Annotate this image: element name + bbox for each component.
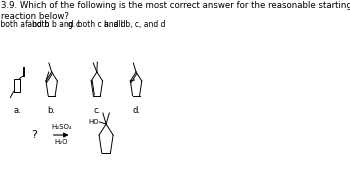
Text: 3.9. Which of the following is the most correct answer for the reasonable starti: 3.9. Which of the following is the most … <box>1 1 350 21</box>
Text: b.: b. <box>48 106 56 115</box>
Text: H₂SO₄: H₂SO₄ <box>51 124 72 130</box>
Text: e. both a and b: e. both a and b <box>0 20 49 29</box>
Text: d.: d. <box>132 106 140 115</box>
Text: H₂O: H₂O <box>55 139 68 145</box>
Text: HO: HO <box>89 119 99 125</box>
Text: f. both b and c: f. both b and c <box>25 20 80 29</box>
Text: c.: c. <box>93 106 100 115</box>
Text: ?: ? <box>32 130 37 140</box>
Text: h. all b, c, and d: h. all b, c, and d <box>104 20 166 29</box>
Text: a.: a. <box>13 106 21 115</box>
Text: g. both c and d: g. both c and d <box>68 20 126 29</box>
